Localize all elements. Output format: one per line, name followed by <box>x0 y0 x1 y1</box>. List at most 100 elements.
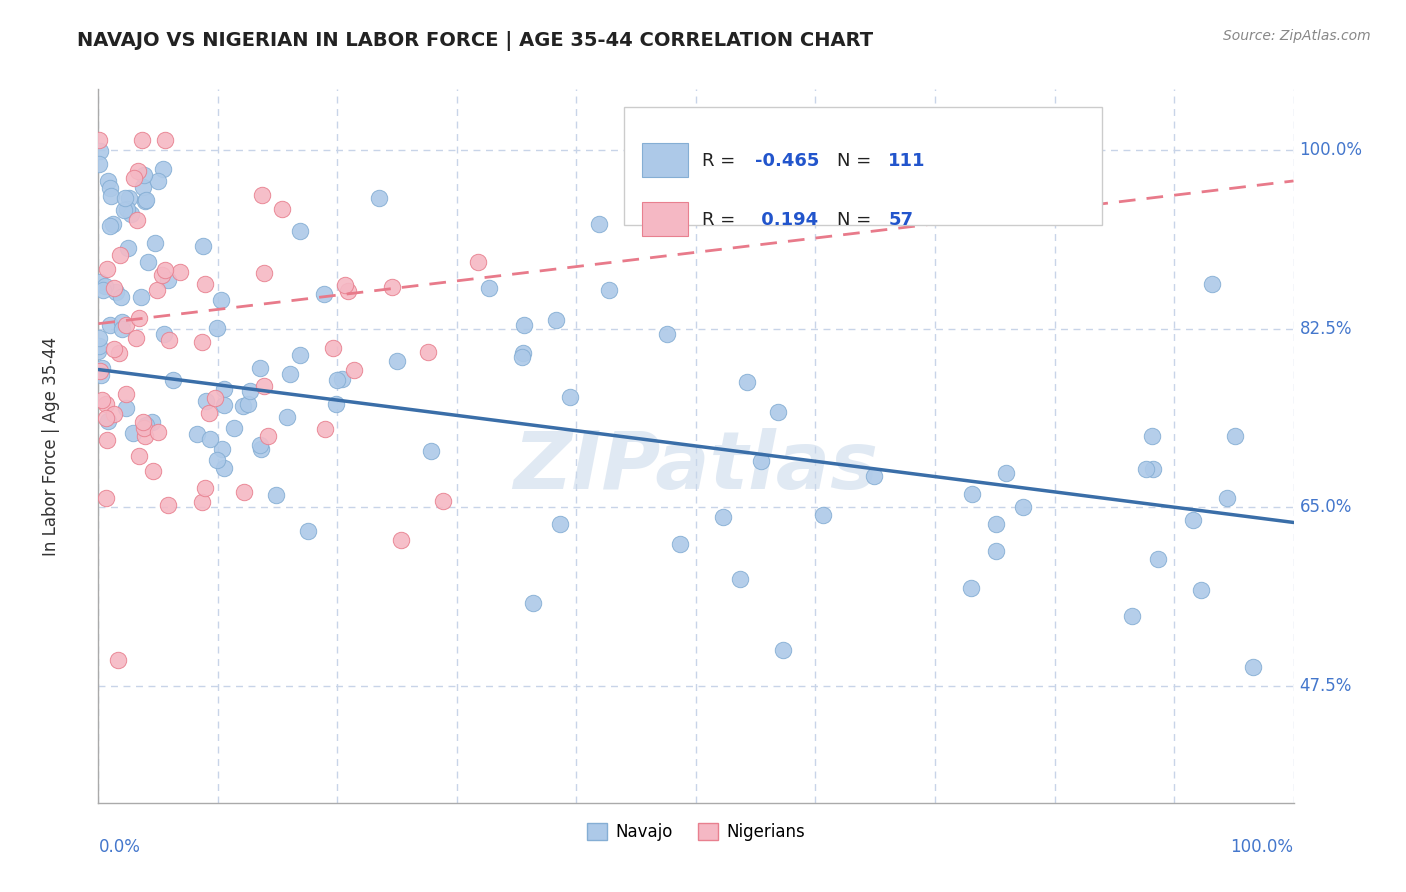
Point <box>811 508 834 523</box>
Point <box>276 409 298 424</box>
Text: Source: ZipAtlas.com: Source: ZipAtlas.com <box>1223 29 1371 43</box>
Point <box>110 248 132 262</box>
Point <box>127 213 149 227</box>
Point <box>157 333 180 347</box>
Text: 82.5%: 82.5% <box>1299 319 1353 338</box>
Point <box>156 498 179 512</box>
Point <box>737 375 759 389</box>
Point <box>128 311 150 326</box>
Point <box>1147 552 1170 566</box>
Point <box>90 392 112 407</box>
Point <box>127 164 149 178</box>
Point <box>103 407 125 421</box>
Point <box>513 318 536 332</box>
Point <box>236 397 259 411</box>
Point <box>94 410 117 425</box>
Point <box>960 581 983 595</box>
Point <box>143 236 166 251</box>
Point <box>325 397 347 411</box>
Point <box>432 493 454 508</box>
Point <box>114 401 136 415</box>
Point <box>117 241 139 255</box>
Point <box>107 346 129 360</box>
Text: N =: N = <box>837 152 877 169</box>
Point <box>711 509 734 524</box>
Point <box>232 484 254 499</box>
Point <box>211 442 233 457</box>
Point <box>588 218 610 232</box>
Point <box>728 572 751 586</box>
Point <box>257 428 280 442</box>
Point <box>204 391 226 405</box>
Point <box>146 283 169 297</box>
Point <box>1215 491 1237 505</box>
Point <box>1223 429 1246 443</box>
Point <box>87 338 110 352</box>
Point <box>984 517 1007 532</box>
Point <box>153 262 176 277</box>
Point <box>250 188 273 202</box>
Point <box>162 373 184 387</box>
Point <box>110 290 132 304</box>
Point <box>326 373 349 387</box>
Point <box>186 426 208 441</box>
Point <box>89 133 111 147</box>
Point <box>297 524 319 538</box>
Point <box>337 284 360 298</box>
FancyBboxPatch shape <box>643 202 688 235</box>
Text: 0.194: 0.194 <box>755 211 818 228</box>
Point <box>114 191 136 205</box>
Point <box>89 364 111 378</box>
Legend: Navajo, Nigerians: Navajo, Nigerians <box>581 816 811 848</box>
Point <box>342 362 364 376</box>
Point <box>322 341 344 355</box>
Point <box>1189 582 1212 597</box>
Point <box>153 327 176 342</box>
Point <box>136 255 159 269</box>
Point <box>169 265 191 279</box>
Point <box>1121 609 1143 624</box>
Point <box>598 283 620 297</box>
Point <box>239 384 262 399</box>
Point <box>90 368 112 383</box>
Point <box>253 266 276 280</box>
Point <box>89 157 111 171</box>
Point <box>135 417 157 432</box>
Point <box>195 393 218 408</box>
Point <box>314 422 336 436</box>
Point <box>97 174 120 188</box>
Point <box>249 360 271 375</box>
Point <box>863 469 886 483</box>
Text: N =: N = <box>837 211 877 228</box>
Text: 47.5%: 47.5% <box>1299 676 1353 695</box>
Point <box>101 218 124 232</box>
FancyBboxPatch shape <box>643 144 688 177</box>
Point <box>418 345 440 359</box>
Point <box>766 405 789 419</box>
Point <box>250 442 273 456</box>
Point <box>249 438 271 452</box>
Point <box>209 293 232 307</box>
Point <box>264 488 287 502</box>
Point <box>1011 500 1033 514</box>
Point <box>278 368 301 382</box>
Point <box>190 334 212 349</box>
Text: R =: R = <box>702 152 741 169</box>
Point <box>214 461 236 475</box>
Point <box>122 426 145 441</box>
Text: 111: 111 <box>889 152 927 169</box>
Point <box>87 343 110 358</box>
Point <box>330 372 353 386</box>
Point <box>153 133 176 147</box>
Point <box>125 331 148 345</box>
Text: NAVAJO VS NIGERIAN IN LABOR FORCE | AGE 35-44 CORRELATION CHART: NAVAJO VS NIGERIAN IN LABOR FORCE | AGE … <box>77 31 873 51</box>
Point <box>134 428 156 442</box>
Text: 100.0%: 100.0% <box>1299 141 1362 160</box>
Point <box>98 318 121 332</box>
Point <box>131 133 153 147</box>
Point <box>103 281 125 295</box>
Point <box>522 596 544 610</box>
Point <box>91 283 114 297</box>
Point <box>135 193 157 207</box>
Point <box>772 643 794 657</box>
